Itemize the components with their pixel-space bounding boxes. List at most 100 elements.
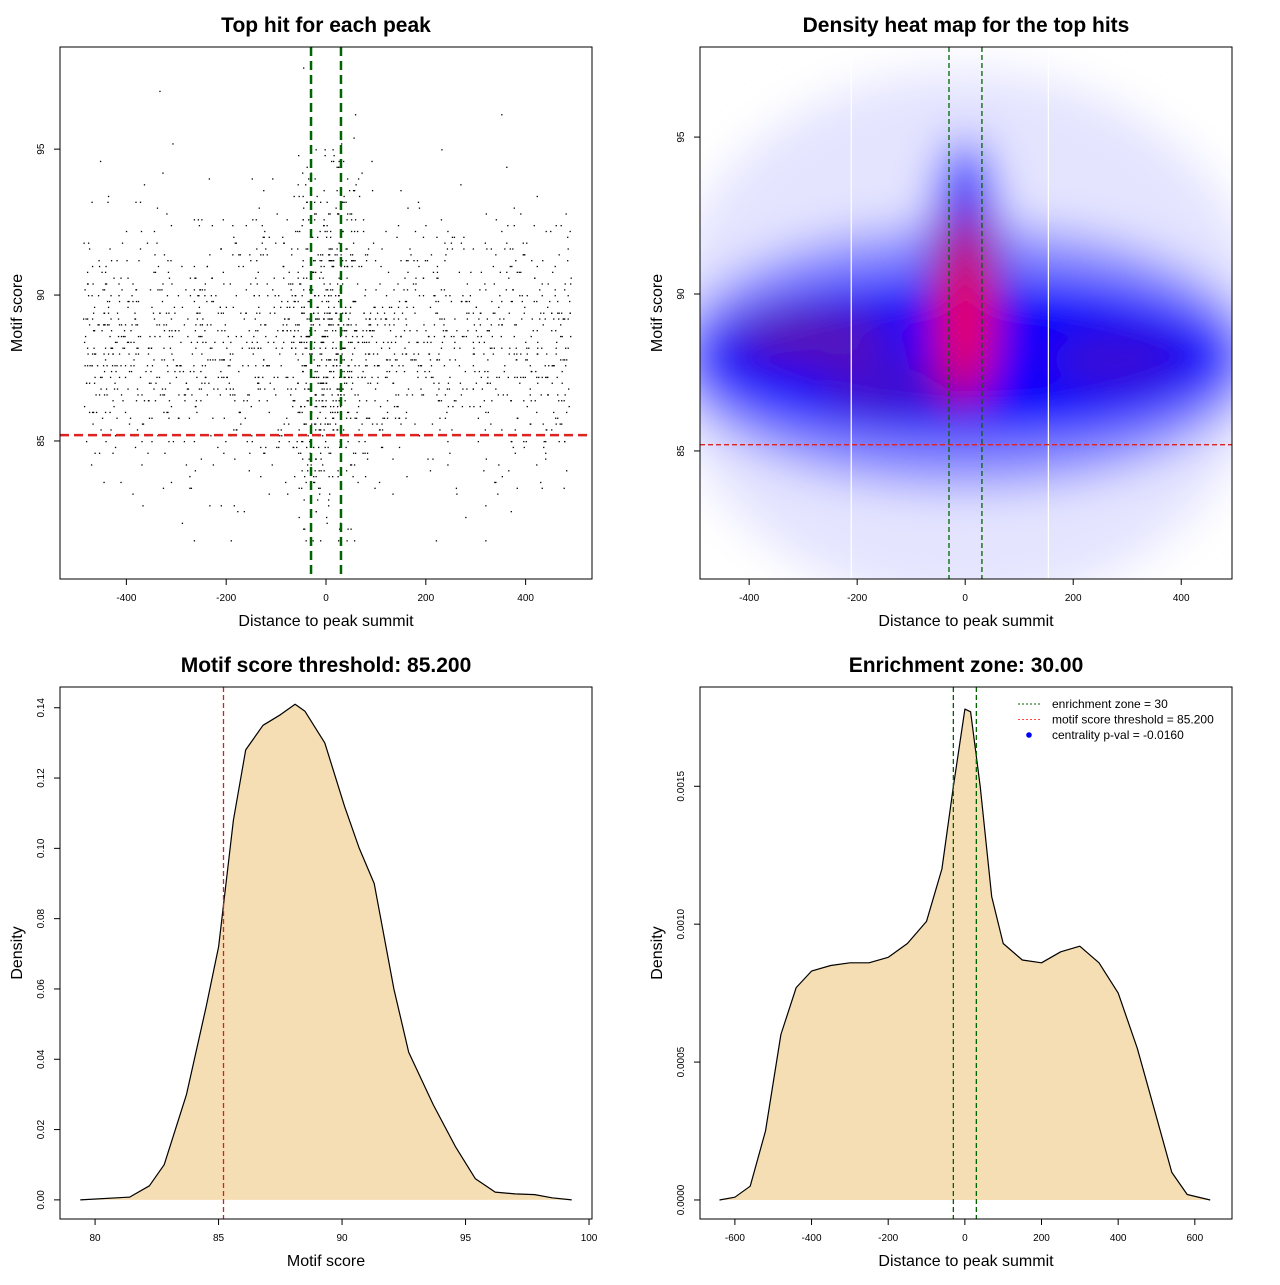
scatter-point	[294, 400, 296, 402]
scatter-point	[314, 341, 316, 344]
x-tick-label: -200	[878, 1233, 898, 1244]
scatter-point	[354, 365, 356, 367]
scatter-point	[259, 312, 261, 314]
scatter-point	[472, 388, 475, 390]
scatter-point	[312, 540, 314, 542]
scatter-point	[358, 195, 361, 198]
scatter-point	[219, 306, 221, 309]
scatter-point	[142, 423, 145, 425]
scatter-point	[531, 318, 533, 320]
scatter-point	[435, 312, 437, 314]
scatter-point	[134, 312, 136, 314]
scatter-point	[92, 283, 94, 285]
scatter-point	[443, 318, 446, 320]
y-axis-label: Motif score	[649, 274, 666, 352]
scatter-point	[328, 475, 330, 478]
scatter-point	[300, 452, 302, 454]
scatter-point	[274, 295, 276, 297]
scatter-point	[317, 365, 319, 367]
scatter-point	[234, 400, 236, 402]
scatter-point	[101, 417, 104, 419]
scatter-point	[473, 405, 475, 408]
scatter-point	[459, 347, 461, 349]
scatter-point	[258, 207, 260, 209]
x-tick-label: -400	[739, 593, 759, 604]
scatter-point	[123, 347, 126, 349]
scatter-point	[514, 452, 516, 454]
scatter-point	[209, 347, 212, 349]
scatter-point	[307, 388, 309, 390]
scatter-point	[201, 324, 204, 326]
scatter-point	[166, 411, 168, 414]
scatter-point	[570, 283, 572, 285]
scatter-point	[385, 230, 387, 233]
scatter-point	[103, 481, 105, 484]
scatter-point	[501, 347, 503, 349]
scatter-point	[460, 184, 462, 186]
scatter-point	[344, 347, 346, 349]
scatter-point	[334, 423, 337, 425]
scatter-point	[374, 260, 377, 262]
scatter-point	[201, 335, 203, 338]
plot-frame	[59, 686, 593, 1220]
scatter-point	[412, 306, 415, 309]
scatter-point	[298, 487, 300, 489]
scatter-point	[309, 300, 311, 303]
scatter-point	[423, 341, 425, 344]
scatter-point	[222, 341, 224, 344]
scatter-point	[258, 400, 260, 402]
scatter-point	[189, 295, 192, 297]
x-tick-label: 85	[213, 1233, 225, 1244]
scatter-point	[466, 283, 469, 285]
scatter-point	[444, 260, 446, 262]
scatter-point	[484, 370, 486, 373]
scatter-point	[101, 271, 103, 274]
scatter-point	[240, 312, 242, 314]
scatter-point	[168, 335, 171, 338]
scatter-point	[168, 400, 171, 402]
scatter-point	[209, 505, 211, 507]
scatter-point	[326, 516, 328, 519]
scatter-point	[305, 382, 307, 384]
scatter-point	[107, 201, 109, 203]
scatter-point	[123, 330, 126, 332]
scatter-point	[303, 289, 305, 291]
scatter-point	[327, 505, 330, 507]
scatter-point	[312, 324, 314, 326]
scatter-point	[133, 365, 135, 367]
scatter-point	[332, 365, 334, 367]
y-axis-label: Motif score	[9, 274, 26, 352]
scatter-point	[348, 376, 350, 379]
scatter-point	[417, 341, 419, 344]
scatter-point	[190, 487, 193, 489]
scatter-point	[405, 260, 408, 262]
scatter-point	[356, 283, 359, 285]
scatter-point	[337, 213, 340, 215]
scatter-point	[114, 341, 117, 344]
scatter-point	[479, 405, 482, 408]
scatter-point	[503, 370, 505, 373]
scatter-point	[438, 388, 440, 390]
scatter-point	[492, 312, 494, 314]
scatter-point	[254, 318, 256, 320]
scatter-point	[404, 347, 406, 349]
scatter-point	[162, 487, 165, 489]
scatter-point	[327, 324, 330, 326]
scatter-point	[379, 429, 381, 431]
scatter-point	[531, 370, 533, 373]
scatter-point	[394, 417, 397, 419]
scatter-point	[314, 470, 316, 472]
scatter-point	[490, 248, 492, 250]
scatter-point	[247, 394, 249, 396]
scatter-point	[317, 499, 319, 501]
scatter-point	[320, 341, 322, 344]
scatter-point	[523, 440, 525, 443]
scatter-point	[558, 400, 560, 402]
scatter-point	[339, 335, 342, 338]
scatter-point	[461, 335, 464, 338]
scatter-point	[472, 365, 475, 367]
scatter-point	[561, 312, 563, 314]
scatter-point	[369, 382, 372, 384]
scatter-point	[333, 359, 336, 361]
density-blob	[732, 309, 895, 367]
